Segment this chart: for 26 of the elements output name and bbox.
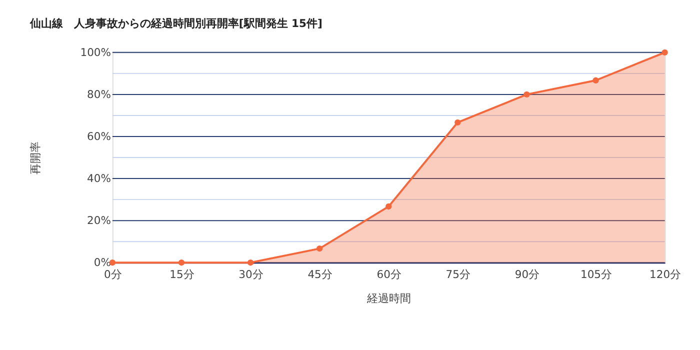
point: [178, 260, 185, 266]
x-tick-label: 105分: [580, 268, 612, 281]
point: [592, 77, 599, 84]
x-tick-label: 75分: [446, 268, 470, 281]
y-tick-label: 0%: [94, 256, 111, 270]
y-tick-label: 100%: [80, 46, 111, 59]
x-axis-title: 経過時間: [366, 292, 412, 306]
y-tick-label: 80%: [87, 88, 111, 101]
x-tick-label: 30分: [238, 268, 264, 281]
chart-title: 仙山線 人身事故からの経過時間別再開率[駅間発生 15件]: [28, 17, 322, 30]
x-tick-label: 120分: [650, 268, 682, 281]
point: [454, 119, 461, 126]
x-tick-label: 45分: [308, 268, 332, 281]
x-tick-label: 15分: [170, 268, 194, 281]
y-tick-label: 40%: [87, 172, 111, 185]
y-tick-label: 60%: [87, 130, 111, 143]
point: [247, 260, 254, 266]
point: [386, 203, 392, 210]
y-tick-label: 20%: [87, 214, 111, 228]
point: [524, 91, 530, 98]
x-tick-label: 0分: [104, 268, 122, 281]
point: [662, 49, 668, 56]
x-tick-label: 90分: [514, 268, 540, 281]
point: [316, 245, 323, 252]
y-axis-title: 再開率: [29, 142, 42, 175]
x-tick-label: 60分: [376, 268, 402, 281]
